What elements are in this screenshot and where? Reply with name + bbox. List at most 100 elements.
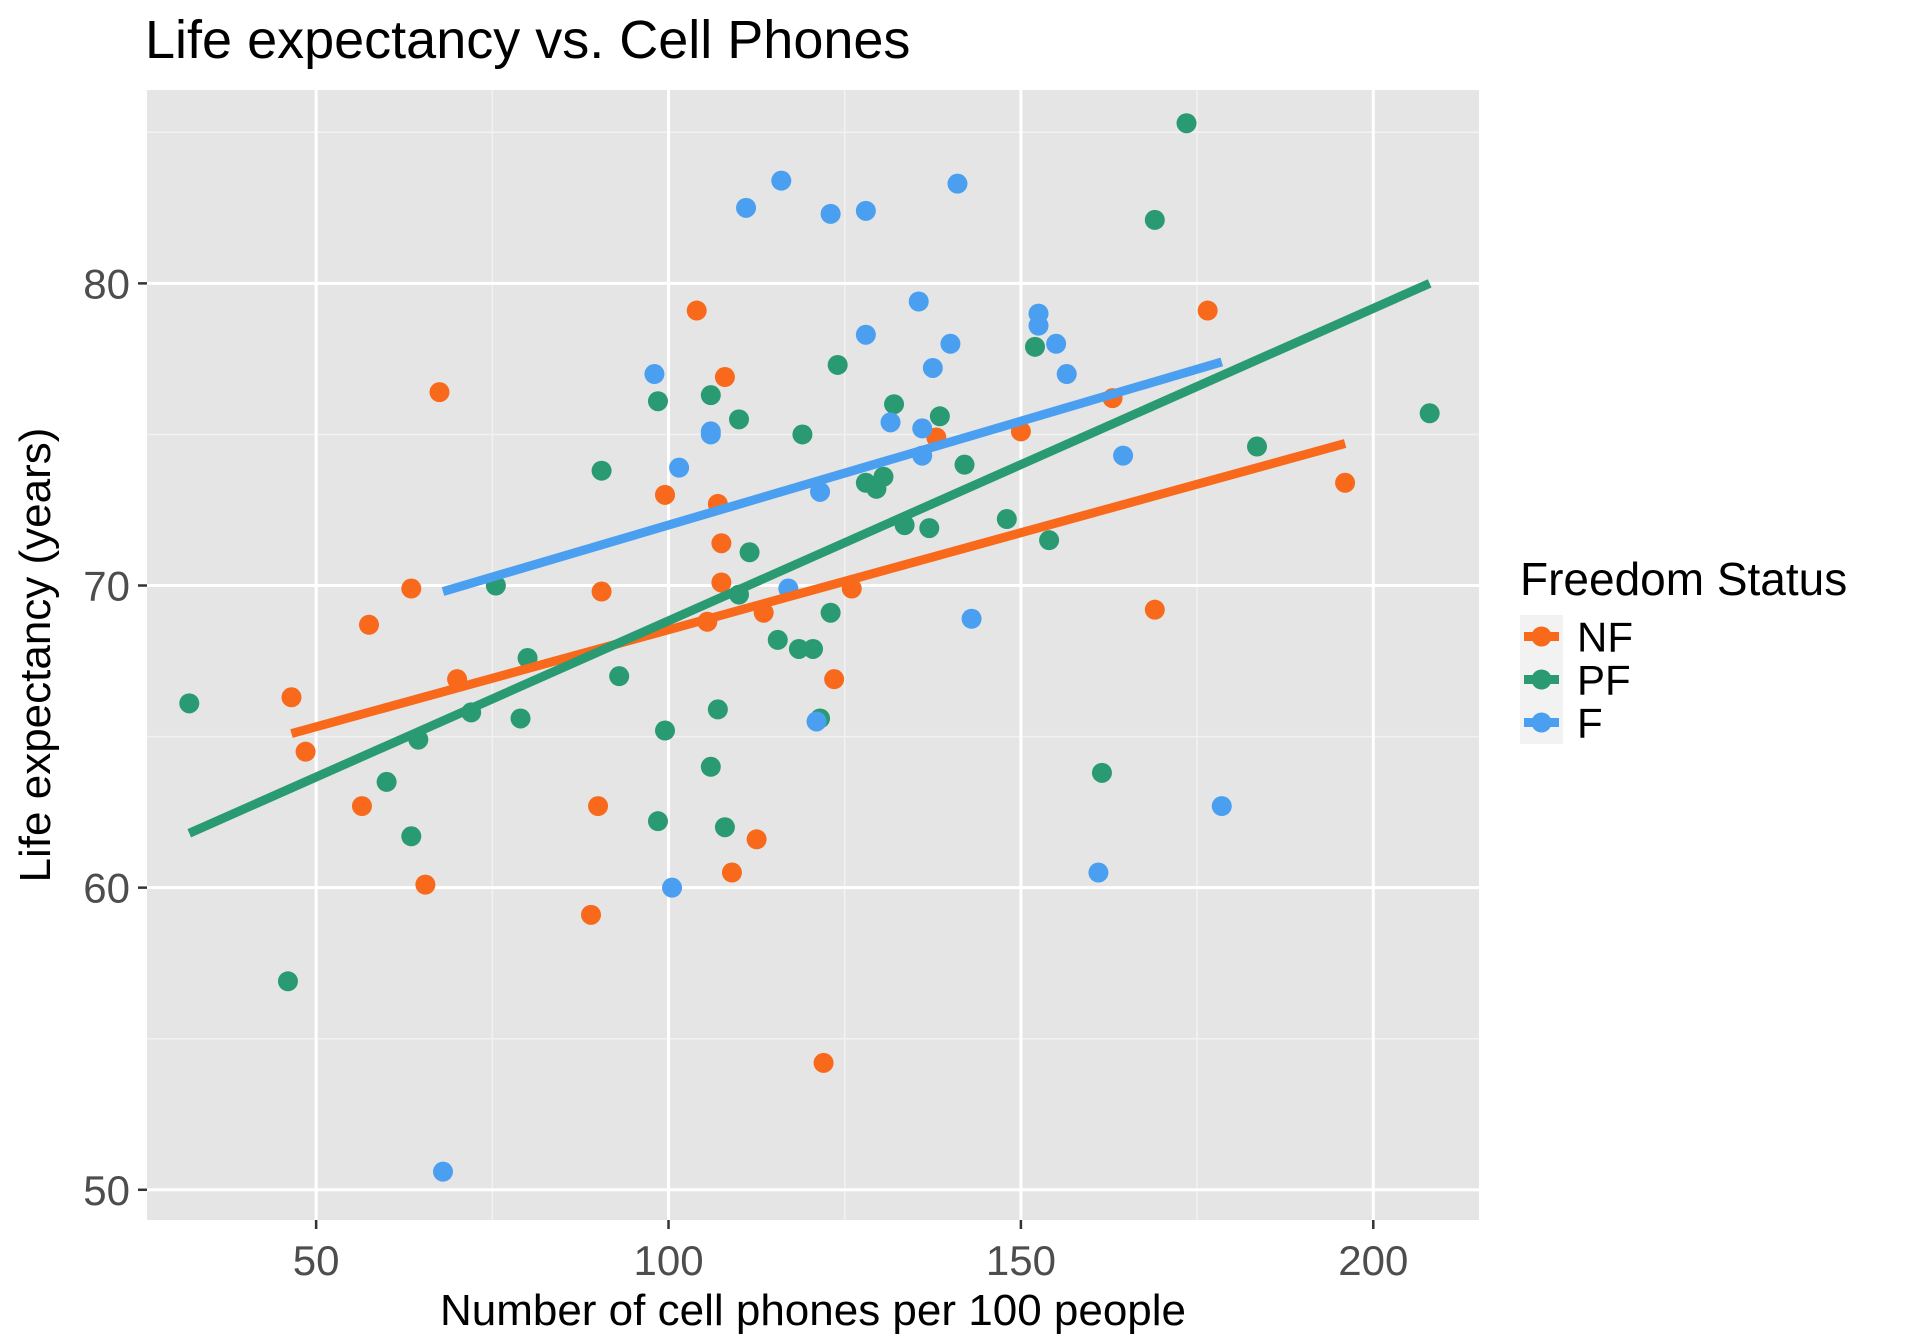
point-pf	[1176, 113, 1197, 134]
x-tick-label: 50	[293, 1237, 340, 1284]
trend-line-f	[441, 357, 1224, 596]
point-nf	[711, 572, 732, 593]
point-nf	[295, 741, 316, 762]
point-nf	[415, 874, 436, 895]
point-f	[855, 200, 876, 221]
legend-key-point	[1531, 712, 1552, 733]
point-f	[961, 608, 982, 629]
point-nf	[281, 687, 302, 708]
point-pf	[1144, 209, 1165, 230]
point-f	[855, 324, 876, 345]
trend-line-pf	[187, 279, 1432, 838]
legend-item-pf: PF	[1520, 657, 1631, 704]
point-pf	[707, 699, 728, 720]
point-pf	[820, 602, 841, 623]
point-pf	[788, 638, 809, 659]
point-pf	[954, 454, 975, 475]
trend-line-nf	[290, 439, 1347, 738]
point-pf	[803, 638, 823, 659]
point-pf	[376, 771, 397, 792]
point-f	[644, 364, 665, 385]
x-tick-label: 200	[1338, 1237, 1408, 1284]
point-nf	[686, 300, 707, 321]
legend-title: Freedom Status	[1520, 553, 1847, 605]
point-pf	[277, 971, 298, 992]
point-pf	[655, 720, 675, 741]
point-pf	[700, 756, 721, 777]
legend-label: NF	[1577, 614, 1633, 661]
point-pf	[729, 409, 749, 430]
point-f	[433, 1161, 453, 1182]
legend-label: PF	[1577, 657, 1631, 704]
grid-minor	[147, 90, 1479, 1220]
point-pf	[996, 509, 1017, 530]
point-pf	[1039, 530, 1060, 551]
point-f	[806, 711, 827, 732]
point-f	[1113, 445, 1134, 466]
point-nf	[401, 578, 422, 599]
y-tick-label: 70	[83, 563, 130, 610]
point-f	[820, 203, 841, 224]
point-pf	[1247, 436, 1267, 457]
point-nf	[351, 796, 372, 817]
x-axis-title: Number of cell phones per 100 people	[440, 1286, 1186, 1335]
point-f	[1046, 333, 1067, 354]
point-f	[940, 333, 961, 354]
point-pf	[884, 394, 905, 415]
point-nf	[711, 533, 732, 554]
point-nf	[714, 367, 735, 388]
point-nf	[581, 904, 601, 925]
point-pf	[919, 518, 940, 539]
point-nf	[813, 1052, 834, 1073]
point-pf	[647, 811, 668, 832]
point-f	[947, 173, 968, 194]
point-nf	[1144, 599, 1165, 620]
x-tick-label: 100	[633, 1237, 703, 1284]
legend-label: F	[1577, 700, 1603, 747]
point-pf	[647, 391, 668, 412]
legend-key-point	[1531, 626, 1552, 647]
point-pf	[792, 424, 813, 445]
point-nf	[746, 829, 767, 850]
point-pf	[714, 817, 735, 838]
chart-title: Life expectancy vs. Cell Phones	[145, 10, 910, 70]
point-pf	[1025, 336, 1045, 357]
y-axis-title: Life expectancy (years)	[11, 428, 60, 883]
y-tick-label: 50	[83, 1167, 130, 1214]
point-nf	[824, 669, 845, 690]
point-pf	[767, 629, 788, 650]
trend-lines	[187, 279, 1432, 838]
legend-item-f: F	[1520, 700, 1603, 747]
point-nf	[1335, 472, 1356, 493]
point-f	[880, 412, 901, 433]
x-axis-ticks: 50 100 150 200	[293, 1220, 1408, 1284]
point-f	[908, 291, 929, 312]
point-nf	[1197, 300, 1218, 321]
y-tick-label: 80	[83, 260, 130, 307]
y-tick-label: 60	[83, 865, 130, 912]
point-f	[771, 170, 792, 191]
point-f	[1028, 315, 1049, 336]
point-f	[810, 481, 831, 502]
point-pf	[510, 708, 531, 729]
data-points	[179, 113, 1440, 1182]
point-pf	[1419, 403, 1440, 424]
point-pf	[591, 460, 612, 481]
point-nf	[429, 382, 450, 403]
point-nf	[655, 484, 675, 505]
point-f	[1056, 364, 1077, 385]
point-nf	[359, 614, 379, 635]
y-axis-ticks: 50 60 70 80	[83, 260, 147, 1214]
point-pf	[1091, 762, 1112, 783]
point-pf	[739, 542, 760, 563]
point-pf	[929, 406, 950, 427]
point-pf	[827, 354, 848, 375]
point-f	[1211, 796, 1232, 817]
point-nf	[591, 581, 612, 602]
point-f	[1088, 862, 1109, 883]
point-pf	[609, 666, 630, 687]
point-nf	[721, 862, 742, 883]
point-f	[922, 357, 943, 378]
